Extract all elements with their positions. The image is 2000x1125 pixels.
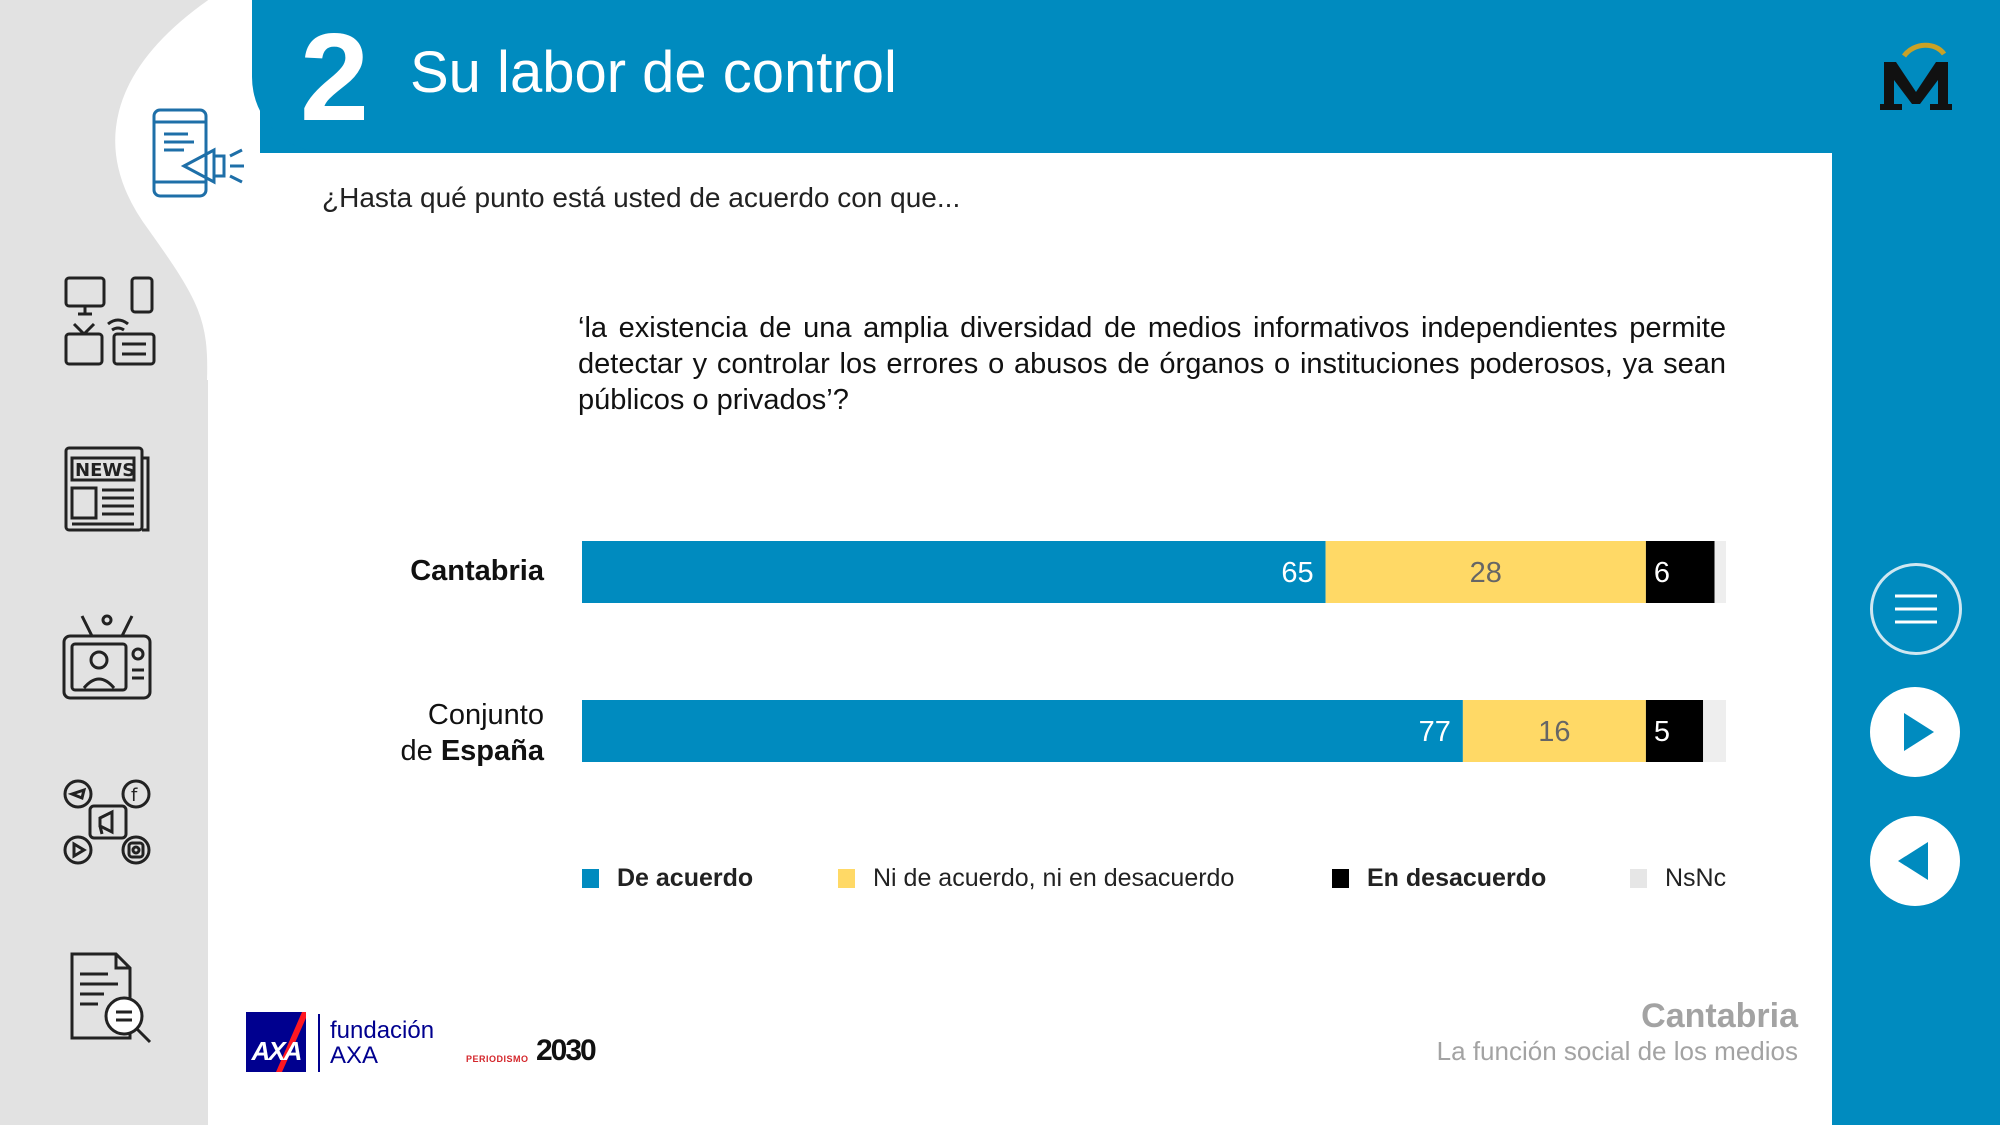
axa-logo bbox=[246, 1012, 306, 1072]
footer-region-title: Cantabria bbox=[1641, 997, 1798, 1035]
bar-segment-0-0 bbox=[582, 541, 1326, 603]
row-label-espana-bold: España bbox=[440, 735, 544, 767]
newspaper-label: NEWS bbox=[75, 460, 135, 481]
periodismo-logo-2030: 2030 bbox=[536, 1034, 597, 1067]
devices-icon[interactable] bbox=[62, 274, 158, 368]
footer-region: Cantabria La función social de los medio… bbox=[1437, 996, 1798, 1066]
row-label-espana-line1: Conjunto bbox=[427, 699, 544, 731]
bar-label-0-1: 28 bbox=[1470, 557, 1502, 589]
legend-item-2: En desacuerdo bbox=[1332, 864, 1546, 893]
legend-item-3: NsNc bbox=[1630, 864, 1726, 893]
legend-item-0: De acuerdo bbox=[582, 864, 753, 893]
section-number: 2 bbox=[300, 9, 369, 147]
row-label-espana-prefix: de bbox=[400, 735, 441, 767]
legend-item-1: Ni de acuerdo, ni en desacuerdo bbox=[838, 864, 1234, 893]
brand-m-logo-icon bbox=[1880, 42, 1952, 110]
bar-label-0-0: 65 bbox=[1281, 557, 1313, 589]
legend-swatch-2 bbox=[1332, 869, 1349, 888]
header-tab bbox=[252, 0, 672, 153]
next-button[interactable] bbox=[1870, 687, 1960, 777]
fundacion-axa-text: fundación AXA bbox=[330, 1018, 434, 1068]
bar-segment-1-1 bbox=[1462, 700, 1646, 762]
menu-button[interactable] bbox=[1870, 563, 1962, 655]
legend-label-1: Ni de acuerdo, ni en desacuerdo bbox=[873, 864, 1235, 892]
tv-presenter-icon[interactable] bbox=[62, 610, 152, 702]
social-media-icon[interactable]: f bbox=[62, 778, 154, 868]
row-label-espana: Conjunto de España bbox=[401, 697, 545, 769]
chart-legend: De acuerdo Ni de acuerdo, ni en desacuerd… bbox=[582, 864, 1732, 900]
legend-label-3: NsNc bbox=[1665, 864, 1727, 892]
legend-swatch-0 bbox=[582, 869, 599, 888]
fundacion-divider bbox=[318, 1014, 320, 1072]
bar-label-1-0: 77 bbox=[1419, 716, 1451, 748]
legend-label-0: De acuerdo bbox=[617, 864, 754, 892]
bar-label-1-1: 16 bbox=[1538, 716, 1570, 748]
svg-text:f: f bbox=[131, 785, 138, 806]
axa-logo-text: AXA bbox=[251, 1036, 303, 1066]
bar-segment-0-1 bbox=[1325, 541, 1646, 603]
bar-segment-1-2 bbox=[1645, 700, 1704, 762]
question-intro: ¿Hasta qué punto está usted de acuerdo c… bbox=[322, 182, 961, 213]
newspaper-icon[interactable]: NEWS bbox=[62, 442, 152, 534]
row-label-cantabria: Cantabria bbox=[410, 555, 544, 587]
document-search-icon[interactable] bbox=[68, 950, 154, 1046]
bar-segment-0-2 bbox=[1645, 541, 1715, 603]
legend-swatch-3 bbox=[1630, 869, 1647, 888]
bar-label-0-2: 6 bbox=[1654, 557, 1670, 589]
play-forward-icon bbox=[1904, 713, 1934, 751]
menu-icon bbox=[1895, 594, 1937, 624]
footer-region-subtitle: La función social de los medios bbox=[1436, 1036, 1798, 1066]
fundacion-line2: AXA bbox=[330, 1042, 379, 1069]
right-band bbox=[1832, 0, 2000, 1125]
previous-button[interactable] bbox=[1870, 816, 1960, 906]
bar-label-1-2: 5 bbox=[1654, 716, 1670, 748]
phone-megaphone-icon[interactable] bbox=[148, 106, 248, 202]
legend-swatch-1 bbox=[838, 869, 855, 888]
bar-segment-0-3 bbox=[1714, 541, 1726, 603]
row-label-espana-line2: de España bbox=[401, 733, 545, 769]
fundacion-line1: fundación bbox=[330, 1017, 435, 1044]
bar-segment-1-0 bbox=[582, 700, 1463, 762]
axa-logo-slash-icon bbox=[276, 1012, 306, 1072]
sidebar-curve bbox=[115, 0, 260, 1125]
bar-segment-1-3 bbox=[1703, 700, 1726, 762]
legend-label-2: En desacuerdo bbox=[1367, 864, 1547, 892]
play-back-icon bbox=[1898, 842, 1928, 880]
periodismo-logo-small: PERIODISMO bbox=[466, 1054, 529, 1064]
question-text: ‘la existencia de una amplia diversidad … bbox=[578, 312, 1726, 416]
page-title: Su labor de control bbox=[410, 40, 897, 105]
